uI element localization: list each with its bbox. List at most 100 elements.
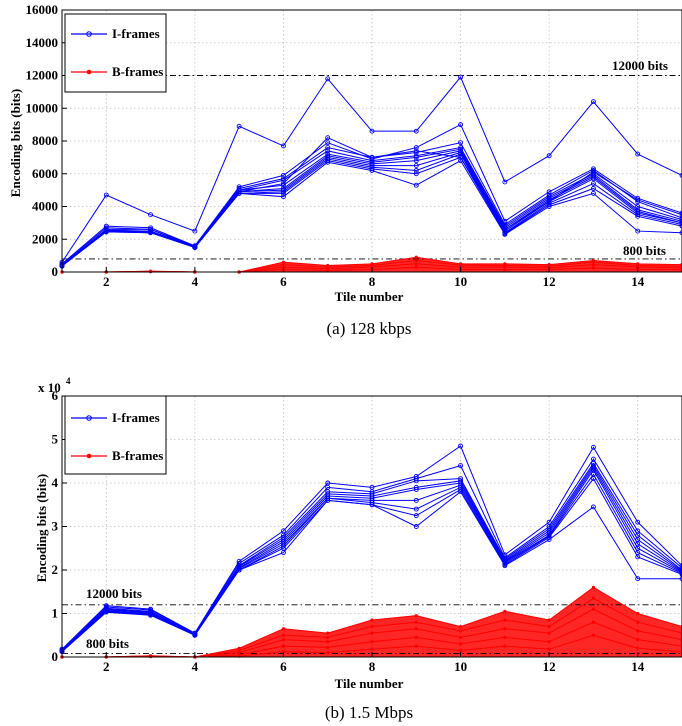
panel-b-legend-i-frames-marker xyxy=(86,415,92,421)
panel-b-b-frames-point-4-10 xyxy=(503,644,507,648)
panel-b-y-tick-label-6: 6 xyxy=(52,388,59,403)
panel-a-i-frames-point-1-8 xyxy=(413,145,419,151)
panel-a-i-frames-point-9-7 xyxy=(369,168,375,173)
panel-b-b-frames-point-3-7 xyxy=(370,640,374,644)
panel-a-legend-b-frames-marker xyxy=(86,69,92,75)
panel-a-i-frames-point-8-13 xyxy=(635,213,641,219)
panel-a-i-frames-point-10-14 xyxy=(679,212,682,218)
panel-b-b-frames-point-1-5 xyxy=(281,633,286,637)
panel-b-b-frames-point-1-7 xyxy=(370,624,374,629)
panel-a-i-frames-point-9-5 xyxy=(280,194,286,200)
panel-a-i-frames-point-4-8 xyxy=(413,154,419,160)
panel-a-i-frames-point-0-6 xyxy=(325,76,331,82)
panel-a-i-frames-point-2-14 xyxy=(679,215,682,221)
panel-a-i-frames-point-7-12 xyxy=(590,181,596,187)
panel-b-b-frames-point-3-10 xyxy=(503,635,507,640)
panel-b-i-frames-line-0 xyxy=(61,445,682,650)
panel-b-b-frames-point-2-8 xyxy=(414,627,418,631)
panel-a-i-frames-point-0-7 xyxy=(369,128,375,134)
panel-b-legend-i-frames-label: I-frames xyxy=(112,410,160,425)
panel-b-caption: (b) 1.5 Mbps xyxy=(325,703,413,722)
panel-a-i-frames-point-6-12 xyxy=(590,176,596,182)
panel-b-b-frames-point-1-13 xyxy=(636,620,640,624)
panel-a-b-frames-point-1-12 xyxy=(591,260,596,264)
panel-a-i-frames-point-7-8 xyxy=(413,168,419,173)
panel-a-y-tick-label-0: 0 xyxy=(52,264,59,279)
panel-b-i-frames-point-7-12 xyxy=(590,476,596,482)
panel-b-b-frames-point-2-7 xyxy=(370,631,374,635)
panel-b-b-frames-point-0-5 xyxy=(281,627,286,631)
panel-b-i-frames-point-0-12 xyxy=(590,444,596,450)
panel-a-ticks: 2 4 6 8 10 12 14 0 2000 4000 6000 8000 10000 12000 140… xyxy=(26,2,645,289)
panel-b-b-frames-point-0-13 xyxy=(636,611,640,616)
panel-b-i-frames-point-7-13 xyxy=(635,554,641,560)
panel-b-ref-label-12000: 12000 bits xyxy=(86,586,142,601)
panel-b-y-tick-label-3: 3 xyxy=(52,519,59,534)
panel-b-i-frames-point-6-8 xyxy=(413,506,419,512)
panel-b-y-scale-exponent: 4 xyxy=(66,376,71,386)
panel-a-i-frames-point-0-2 xyxy=(148,212,154,218)
panel-b-b-frames-point-2-10 xyxy=(503,627,507,631)
panel-b-y-scale-label: x 10 xyxy=(38,380,61,395)
panel-b-y-tick-label-5: 5 xyxy=(52,432,59,447)
panel-a-b-frames-point-3-12 xyxy=(591,266,596,270)
panel-a-x-tick-label-1: 4 xyxy=(192,274,199,289)
panel-a-y-tick-label-6: 12000 xyxy=(26,68,59,83)
panel-a-y-tick-label-7: 14000 xyxy=(26,35,59,50)
panel-a-i-frames-point-1-11 xyxy=(546,189,552,195)
panel-a-x-tick-label-5: 12 xyxy=(543,274,556,289)
panel-b-y-tick-label-1: 1 xyxy=(52,606,59,621)
panel-a-i-frames-point-3-14 xyxy=(679,217,682,223)
panel-b-y-tick-label-4: 4 xyxy=(52,475,59,490)
panel-a-y-tick-label-4: 8000 xyxy=(32,133,58,148)
panel-b-i-frames-line-8 xyxy=(61,490,682,653)
panel-b-b-frames-point-3-5 xyxy=(281,644,286,648)
panel-a-y-tick-label-5: 10000 xyxy=(26,100,59,115)
panel-a-i-frames-point-2-9 xyxy=(458,140,464,146)
panel-a-i-frames-point-8-14 xyxy=(679,223,682,229)
panel-b-b-frames-point-2-12 xyxy=(591,607,596,611)
panel-b-legend-b-frames-label: B-frames xyxy=(112,448,163,463)
panel-b-b-frames-point-3-8 xyxy=(414,635,418,640)
panel-a-i-frames-point-9-13 xyxy=(635,228,641,234)
panel-a-i-frames-point-10-10 xyxy=(502,226,508,232)
panel-a-i-frames-line-5 xyxy=(61,150,682,266)
panel-b-ref-label-800: 800 bits xyxy=(86,636,129,651)
panel-a-i-frames-point-0-9 xyxy=(458,74,464,80)
panel-b-b-frames-point-4-13 xyxy=(636,646,640,650)
panel-a-128kbps: 2 4 6 8 10 12 14 0 2000 4000 6000 8000 10000 12000 140… xyxy=(8,2,682,338)
panel-b-i-frames-point-0-9 xyxy=(458,443,464,449)
panel-b-b-frames-point-1-6 xyxy=(326,635,330,640)
panel-b-b-frames-point-4-5 xyxy=(281,650,286,654)
panel-a-i-frames-point-7-9 xyxy=(458,151,464,157)
panel-a-i-frames-point-10-12 xyxy=(590,169,596,175)
panel-a-x-tick-label-4: 10 xyxy=(454,274,467,289)
panel-b-b-frames-point-3-9 xyxy=(458,642,463,646)
panel-b-b-frames-point-0-11 xyxy=(547,618,551,622)
panel-b-i-frames-point-5-8 xyxy=(413,497,419,503)
panel-a-i-frames-point-9-8 xyxy=(413,182,419,188)
panel-b-b-frames-point-3-6 xyxy=(326,645,330,650)
panel-b-i-frames-point-8-3 xyxy=(192,632,198,638)
panel-b-x-tick-label-3: 8 xyxy=(369,659,376,674)
panel-a-i-frames-point-10-13 xyxy=(635,197,641,203)
panel-b-b-frames-point-1-11 xyxy=(547,624,551,629)
panel-a-b-frames-point-0-5 xyxy=(281,260,286,264)
panel-a-i-frames-point-9-10 xyxy=(502,231,508,237)
panel-b-x-tick-label-6: 14 xyxy=(631,659,645,674)
panel-a-i-frames-point-6-8 xyxy=(413,163,419,169)
panel-a-i-frames-point-1-9 xyxy=(458,122,464,128)
panel-a-b-frames-point-2-10 xyxy=(503,265,507,269)
panel-b-i-frames-point-8-5 xyxy=(280,550,286,556)
panel-a-i-frames-point-9-6 xyxy=(325,159,331,165)
panel-a-legend-i-frames-label: I-frames xyxy=(112,26,160,41)
panel-b-b-frames-point-0-8 xyxy=(414,614,418,618)
panel-b-i-frames-point-8-13 xyxy=(635,576,641,582)
panel-a-i-frames-point-10-8 xyxy=(413,148,419,154)
panel-a-y-axis-label: Encoding bits (bits) xyxy=(8,89,23,197)
panel-b-i-frames-point-8-1 xyxy=(103,609,109,615)
panel-b-x-tick-label-5: 12 xyxy=(543,659,556,674)
panel-a-i-frames-point-3-5 xyxy=(280,177,286,183)
